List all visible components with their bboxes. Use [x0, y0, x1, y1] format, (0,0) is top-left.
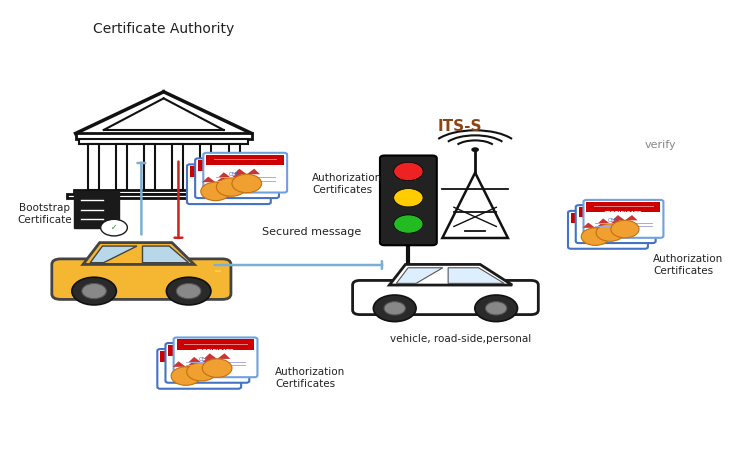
Polygon shape: [231, 172, 244, 178]
Text: CERTIFICATE: CERTIFICATE: [604, 211, 643, 216]
FancyBboxPatch shape: [568, 211, 648, 249]
Text: CERTIFICATE: CERTIFICATE: [196, 349, 235, 354]
FancyBboxPatch shape: [187, 164, 271, 204]
Circle shape: [232, 174, 262, 193]
Circle shape: [384, 302, 406, 315]
FancyBboxPatch shape: [169, 345, 246, 356]
FancyBboxPatch shape: [190, 166, 268, 177]
FancyBboxPatch shape: [576, 205, 656, 243]
Polygon shape: [442, 172, 508, 238]
Polygon shape: [233, 169, 247, 174]
Polygon shape: [610, 219, 622, 224]
Polygon shape: [389, 265, 512, 285]
Text: CER: CER: [229, 172, 238, 177]
Polygon shape: [448, 268, 504, 283]
Polygon shape: [204, 353, 217, 359]
Text: Bootstrap
Certificate: Bootstrap Certificate: [18, 204, 72, 225]
Text: Authorization
Certificates: Authorization Certificates: [312, 173, 382, 195]
Polygon shape: [596, 223, 608, 228]
Text: verify: verify: [645, 140, 676, 150]
Polygon shape: [217, 353, 230, 359]
FancyBboxPatch shape: [380, 156, 436, 245]
FancyBboxPatch shape: [144, 143, 155, 189]
Circle shape: [176, 283, 201, 299]
Circle shape: [171, 367, 201, 385]
Polygon shape: [188, 357, 202, 362]
FancyBboxPatch shape: [160, 351, 238, 362]
Circle shape: [581, 228, 610, 245]
Circle shape: [82, 283, 106, 299]
FancyBboxPatch shape: [52, 259, 231, 299]
FancyBboxPatch shape: [352, 281, 538, 314]
Text: CERTIFICATE: CERTIFICATE: [226, 165, 265, 170]
FancyBboxPatch shape: [67, 194, 260, 198]
Circle shape: [72, 277, 116, 305]
Polygon shape: [142, 246, 189, 263]
FancyBboxPatch shape: [172, 143, 183, 189]
Text: ITS-S: ITS-S: [438, 119, 482, 134]
Text: Authorization
Certificates: Authorization Certificates: [275, 368, 345, 389]
Text: Certificate Authority: Certificate Authority: [93, 23, 234, 37]
Circle shape: [610, 220, 639, 238]
Text: vehicle, road-side,personal: vehicle, road-side,personal: [390, 334, 531, 344]
FancyBboxPatch shape: [74, 191, 119, 228]
Polygon shape: [172, 361, 186, 367]
Polygon shape: [202, 357, 214, 362]
FancyBboxPatch shape: [116, 143, 127, 189]
FancyBboxPatch shape: [79, 139, 248, 143]
FancyBboxPatch shape: [200, 143, 211, 189]
FancyBboxPatch shape: [158, 349, 242, 389]
Polygon shape: [217, 172, 231, 178]
Polygon shape: [83, 243, 194, 265]
Text: Authorization
Certificates: Authorization Certificates: [653, 254, 723, 276]
FancyBboxPatch shape: [229, 143, 239, 189]
Circle shape: [394, 162, 423, 180]
Polygon shape: [186, 361, 200, 367]
Circle shape: [202, 359, 232, 377]
Polygon shape: [396, 268, 442, 283]
Circle shape: [374, 295, 416, 321]
FancyBboxPatch shape: [584, 200, 664, 238]
FancyBboxPatch shape: [206, 155, 284, 165]
Polygon shape: [612, 215, 625, 220]
Circle shape: [216, 178, 246, 196]
FancyBboxPatch shape: [166, 343, 249, 383]
Text: ✓: ✓: [111, 223, 117, 232]
Circle shape: [166, 277, 211, 305]
Circle shape: [475, 295, 518, 321]
Circle shape: [394, 215, 423, 233]
Polygon shape: [202, 177, 215, 182]
Circle shape: [187, 362, 216, 381]
FancyBboxPatch shape: [195, 158, 279, 198]
FancyBboxPatch shape: [198, 160, 276, 171]
Circle shape: [394, 188, 423, 207]
FancyBboxPatch shape: [579, 207, 652, 217]
Circle shape: [596, 224, 624, 241]
Circle shape: [485, 302, 507, 315]
Polygon shape: [90, 246, 137, 263]
FancyBboxPatch shape: [203, 153, 287, 193]
FancyBboxPatch shape: [586, 202, 661, 212]
Polygon shape: [247, 169, 260, 174]
Text: CER: CER: [608, 218, 617, 223]
FancyBboxPatch shape: [76, 133, 252, 139]
Circle shape: [201, 182, 230, 201]
FancyBboxPatch shape: [176, 339, 254, 350]
Polygon shape: [625, 215, 638, 220]
Polygon shape: [215, 177, 229, 182]
FancyBboxPatch shape: [571, 213, 645, 223]
Polygon shape: [583, 223, 596, 228]
Text: CER: CER: [199, 357, 208, 361]
Circle shape: [100, 219, 128, 236]
Polygon shape: [598, 219, 610, 224]
Circle shape: [471, 147, 479, 152]
Text: Secured message: Secured message: [262, 227, 362, 237]
FancyBboxPatch shape: [174, 337, 257, 377]
FancyBboxPatch shape: [74, 189, 254, 194]
FancyBboxPatch shape: [88, 143, 99, 189]
